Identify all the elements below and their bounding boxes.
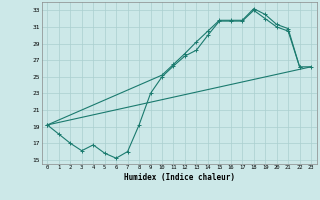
X-axis label: Humidex (Indice chaleur): Humidex (Indice chaleur): [124, 173, 235, 182]
